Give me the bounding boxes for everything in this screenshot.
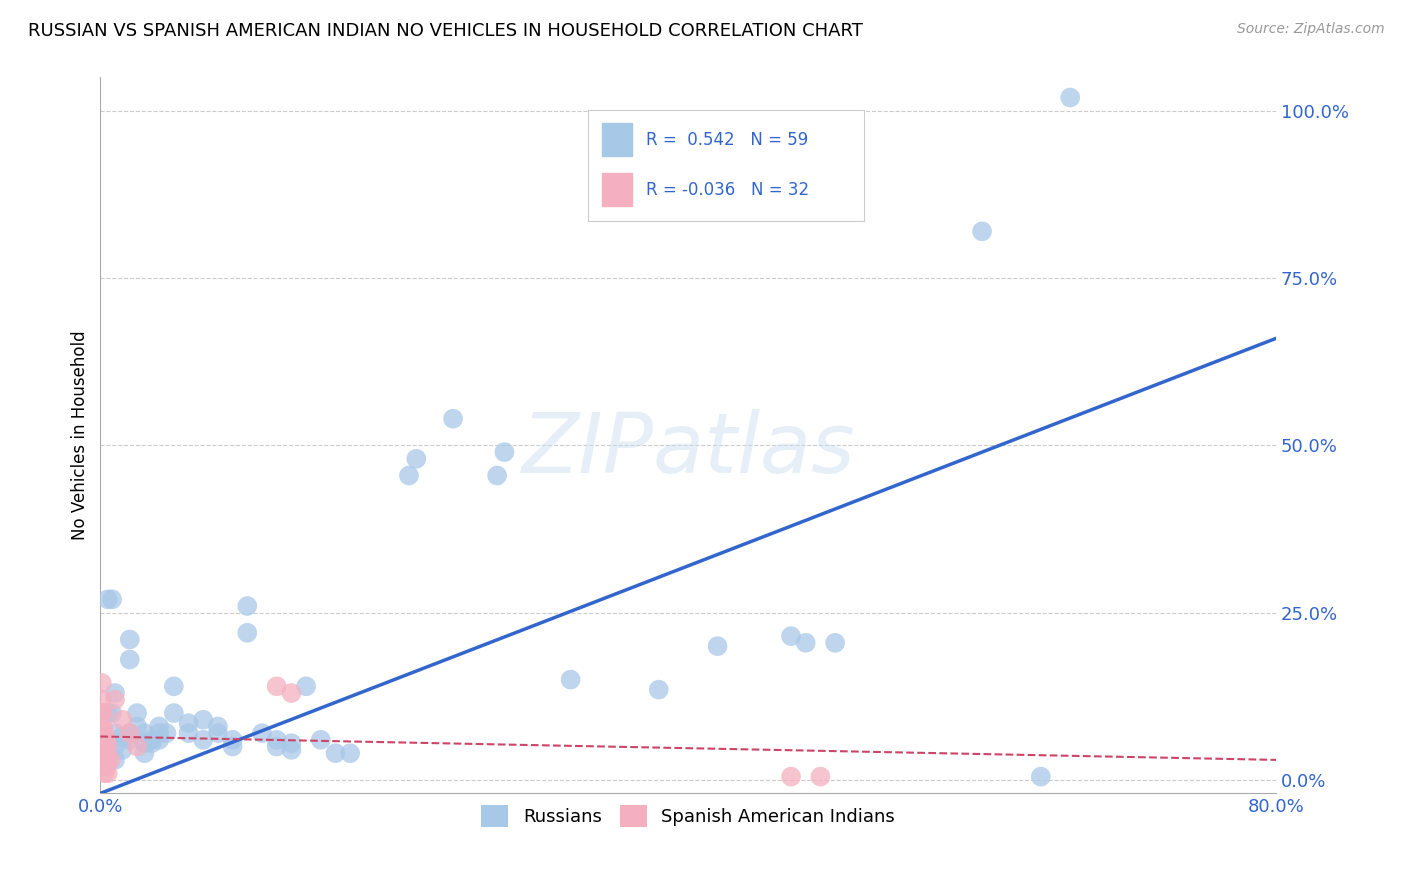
- Point: [127, 719, 149, 733]
- Point: [207, 726, 229, 740]
- Point: [207, 719, 229, 733]
- Point: [193, 732, 215, 747]
- Point: [94, 766, 117, 780]
- Point: [221, 732, 243, 747]
- Point: [94, 739, 117, 754]
- Point: [90, 743, 112, 757]
- Point: [148, 726, 170, 740]
- Point: [560, 673, 582, 687]
- Point: [405, 451, 427, 466]
- Point: [810, 770, 832, 784]
- Point: [90, 692, 112, 706]
- Point: [91, 746, 114, 760]
- Point: [148, 732, 170, 747]
- Point: [780, 629, 803, 643]
- Point: [127, 739, 149, 754]
- Point: [96, 759, 118, 773]
- Point: [134, 726, 156, 740]
- Text: Source: ZipAtlas.com: Source: ZipAtlas.com: [1237, 22, 1385, 37]
- Point: [104, 692, 127, 706]
- Point: [221, 739, 243, 754]
- Point: [97, 739, 120, 754]
- Point: [155, 726, 177, 740]
- Point: [97, 706, 120, 720]
- Point: [104, 753, 127, 767]
- Point: [250, 726, 273, 740]
- Point: [111, 730, 134, 744]
- Point: [90, 719, 112, 733]
- Point: [90, 706, 112, 720]
- Point: [90, 676, 112, 690]
- Point: [127, 706, 149, 720]
- Point: [90, 730, 112, 744]
- Point: [97, 766, 120, 780]
- Point: [486, 468, 509, 483]
- Point: [970, 224, 993, 238]
- Point: [111, 743, 134, 757]
- Point: [134, 746, 156, 760]
- Point: [325, 746, 347, 760]
- Point: [104, 726, 127, 740]
- Point: [193, 713, 215, 727]
- Point: [118, 652, 141, 666]
- Text: RUSSIAN VS SPANISH AMERICAN INDIAN NO VEHICLES IN HOUSEHOLD CORRELATION CHART: RUSSIAN VS SPANISH AMERICAN INDIAN NO VE…: [28, 22, 863, 40]
- Point: [309, 732, 332, 747]
- Point: [101, 706, 124, 720]
- Point: [118, 732, 141, 747]
- Point: [648, 682, 671, 697]
- Point: [295, 679, 318, 693]
- Point: [104, 739, 127, 754]
- Point: [118, 726, 141, 740]
- Legend: Russians, Spanish American Indians: Russians, Spanish American Indians: [474, 798, 903, 834]
- Point: [177, 716, 200, 731]
- Point: [794, 636, 817, 650]
- Point: [494, 445, 516, 459]
- Point: [266, 732, 288, 747]
- Point: [134, 736, 156, 750]
- Point: [141, 732, 163, 747]
- Point: [441, 411, 464, 425]
- Point: [97, 753, 120, 767]
- Point: [266, 679, 288, 693]
- Point: [266, 739, 288, 754]
- Point: [96, 732, 118, 747]
- Point: [177, 726, 200, 740]
- Point: [91, 706, 114, 720]
- Point: [111, 713, 134, 727]
- Point: [280, 736, 302, 750]
- Point: [824, 636, 846, 650]
- Point: [91, 719, 114, 733]
- Point: [91, 732, 114, 747]
- Point: [280, 686, 302, 700]
- Point: [104, 686, 127, 700]
- Point: [236, 599, 259, 613]
- Point: [90, 749, 112, 764]
- Point: [91, 759, 114, 773]
- Point: [118, 726, 141, 740]
- Point: [101, 592, 124, 607]
- Y-axis label: No Vehicles in Household: No Vehicles in Household: [72, 331, 89, 541]
- Point: [90, 736, 112, 750]
- Point: [141, 736, 163, 750]
- Point: [148, 719, 170, 733]
- Point: [94, 726, 117, 740]
- Point: [1059, 90, 1081, 104]
- Point: [163, 706, 186, 720]
- Point: [118, 632, 141, 647]
- Point: [280, 743, 302, 757]
- Point: [1029, 770, 1052, 784]
- Point: [96, 746, 118, 760]
- Text: ZIPatlas: ZIPatlas: [522, 409, 855, 491]
- Point: [163, 679, 186, 693]
- Point: [94, 753, 117, 767]
- Point: [339, 746, 361, 760]
- Point: [780, 770, 803, 784]
- Point: [100, 753, 122, 767]
- Point: [706, 639, 728, 653]
- Point: [97, 592, 120, 607]
- Point: [236, 625, 259, 640]
- Point: [398, 468, 420, 483]
